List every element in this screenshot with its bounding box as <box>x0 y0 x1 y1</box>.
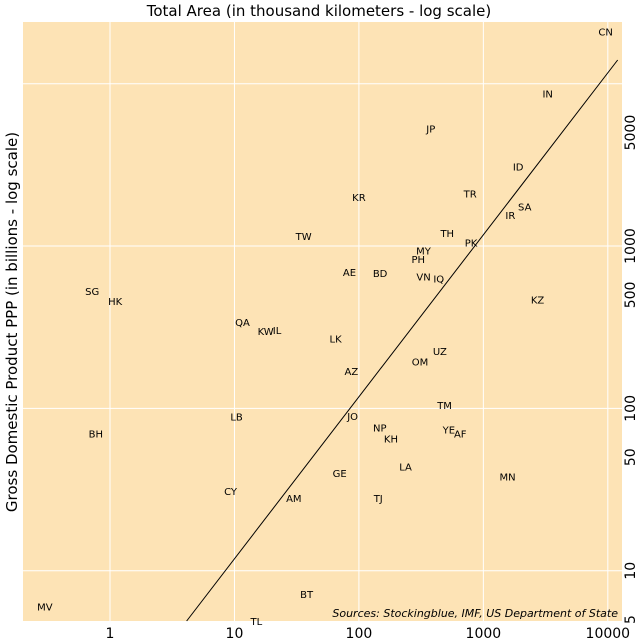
point-label-cn: CN <box>598 27 612 38</box>
plot-background <box>23 22 622 621</box>
y-axis-ticks: 5 10 50 100 500 1000 5000 <box>623 115 639 624</box>
point-label-jp: JP <box>425 124 435 135</box>
point-label-ae: AE <box>343 268 356 279</box>
point-label-lb: LB <box>230 413 243 424</box>
source-note: Sources: Stockingblue, IMF, US Departmen… <box>332 607 618 620</box>
point-label-ye: YE <box>442 426 455 437</box>
point-label-bh: BH <box>89 430 103 441</box>
y-tick-label: 5 <box>623 615 639 624</box>
x-axis-ticks: 1 10 100 1000 10000 <box>106 626 631 640</box>
point-label-hk: HK <box>108 297 123 308</box>
point-label-uz: UZ <box>433 347 447 358</box>
point-label-la: LA <box>399 462 412 473</box>
point-label-ph: PH <box>412 255 426 266</box>
point-label-am: AM <box>286 494 301 505</box>
grid-lines <box>23 22 622 621</box>
chart-title: Total Area (in thousand kilometers - log… <box>146 2 491 20</box>
point-label-il: IL <box>273 326 282 337</box>
y-tick-label: 50 <box>623 448 639 466</box>
y-tick-label: 500 <box>623 282 639 309</box>
point-label-vn: VN <box>416 272 430 283</box>
y-tick-label: 100 <box>623 395 639 422</box>
point-label-tl: TL <box>250 617 263 628</box>
point-label-om: OM <box>412 357 429 368</box>
point-label-in: IN <box>542 90 552 101</box>
point-label-ir: IR <box>505 211 515 222</box>
x-tick-label: 10000 <box>586 626 631 640</box>
point-label-az: AZ <box>345 367 359 378</box>
x-tick-label: 1000 <box>466 626 502 640</box>
point-label-kr: KR <box>352 193 366 204</box>
point-label-sa: SA <box>518 203 532 214</box>
y-tick-label: 1000 <box>623 228 639 264</box>
point-label-bd: BD <box>373 269 388 280</box>
point-label-mv: MV <box>37 603 53 614</box>
point-label-kz: KZ <box>531 295 545 306</box>
point-label-jo: JO <box>346 412 358 423</box>
point-label-kw: KW <box>258 327 274 338</box>
point-label-cy: CY <box>224 487 238 498</box>
point-label-pk: PK <box>465 239 478 250</box>
point-label-tm: TM <box>436 401 452 412</box>
point-label-kh: KH <box>384 435 398 446</box>
point-label-mn: MN <box>499 473 515 484</box>
point-label-tj: TJ <box>373 494 383 505</box>
point-label-id: ID <box>513 162 524 173</box>
point-label-bt: BT <box>300 590 314 601</box>
point-label-np: NP <box>373 424 387 435</box>
y-tick-label: 5000 <box>623 115 639 151</box>
x-tick-label: 1 <box>106 626 115 640</box>
point-label-th: TH <box>439 229 454 240</box>
point-label-tw: TW <box>295 232 312 243</box>
point-label-lk: LK <box>330 334 343 345</box>
point-label-iq: IQ <box>433 275 444 286</box>
point-label-tr: TR <box>463 190 477 201</box>
point-label-ge: GE <box>333 469 347 480</box>
point-label-my: MY <box>416 246 432 257</box>
point-label-qa: QA <box>235 318 250 329</box>
point-label-sg: SG <box>85 287 99 298</box>
point-label-af: AF <box>454 430 467 441</box>
x-tick-label: 10 <box>226 626 244 640</box>
y-axis-label: Gross Domestic Product PPP (in billions … <box>3 132 21 512</box>
trend-line <box>186 59 619 622</box>
y-tick-label: 10 <box>623 562 639 580</box>
x-tick-label: 100 <box>346 626 373 640</box>
